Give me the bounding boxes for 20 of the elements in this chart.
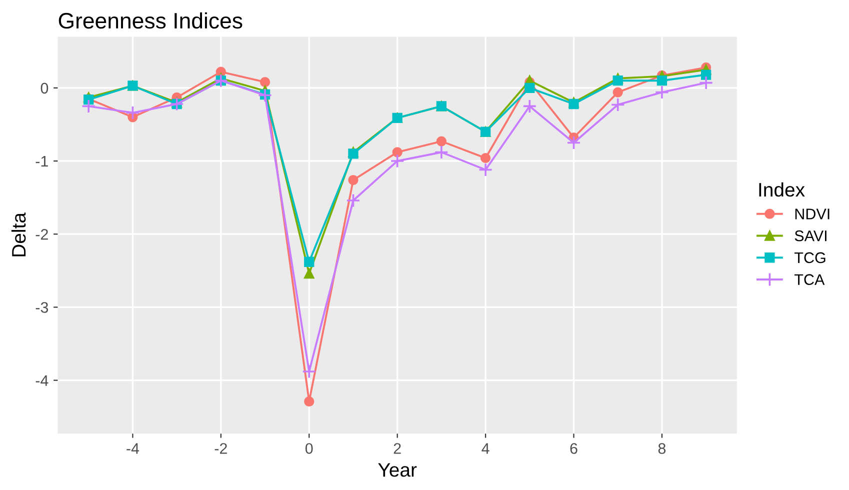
x-axis-title: Year	[378, 463, 417, 477]
y-tick-label: -4	[36, 375, 48, 386]
y-tick-label: -2	[36, 228, 48, 240]
legend-label: TCA	[794, 274, 825, 286]
y-tick-label: 0	[40, 82, 48, 94]
x-tick-label: 6	[570, 443, 578, 454]
y-tick-label: -3	[36, 302, 48, 313]
y-tick-label: -1	[36, 156, 48, 167]
x-tick-label: 8	[658, 443, 666, 454]
x-tick-label: 4	[482, 443, 490, 454]
y-axis-title: Delta	[11, 212, 26, 256]
x-tick-label: 2	[394, 443, 401, 454]
legend-title: Index	[759, 182, 805, 197]
chart-title: Greenness Indices	[58, 12, 242, 29]
legend-label: NDVI	[795, 208, 830, 220]
legend-label: SAVI	[794, 230, 826, 242]
x-tick-label: -4	[126, 443, 140, 454]
x-tick-label: -2	[214, 443, 227, 454]
legend-label: TCG	[794, 252, 826, 264]
x-tick-label: 0	[305, 443, 313, 454]
